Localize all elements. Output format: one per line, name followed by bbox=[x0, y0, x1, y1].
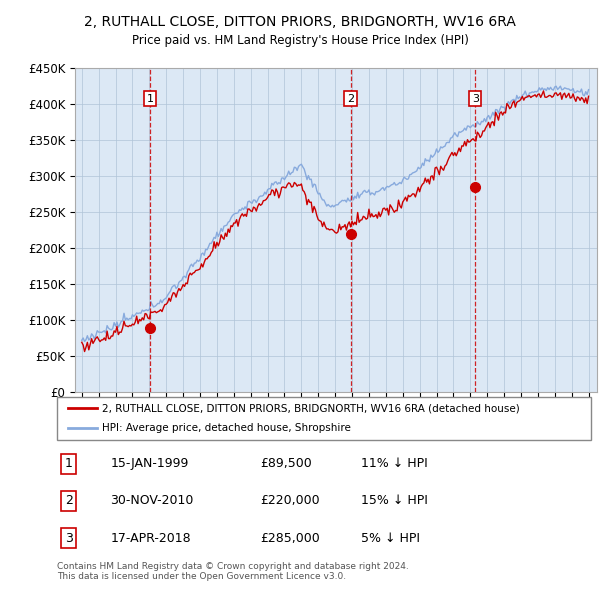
Text: £220,000: £220,000 bbox=[260, 494, 320, 507]
Text: 11% ↓ HPI: 11% ↓ HPI bbox=[361, 457, 428, 470]
Text: 3: 3 bbox=[65, 532, 73, 545]
Text: 15-JAN-1999: 15-JAN-1999 bbox=[110, 457, 189, 470]
Text: 3: 3 bbox=[472, 94, 479, 104]
Text: £285,000: £285,000 bbox=[260, 532, 320, 545]
Text: HPI: Average price, detached house, Shropshire: HPI: Average price, detached house, Shro… bbox=[103, 422, 351, 432]
Text: £89,500: £89,500 bbox=[260, 457, 311, 470]
Text: Contains HM Land Registry data © Crown copyright and database right 2024.
This d: Contains HM Land Registry data © Crown c… bbox=[57, 562, 409, 581]
Text: 30-NOV-2010: 30-NOV-2010 bbox=[110, 494, 194, 507]
Text: Price paid vs. HM Land Registry's House Price Index (HPI): Price paid vs. HM Land Registry's House … bbox=[131, 34, 469, 47]
Text: 1: 1 bbox=[65, 457, 73, 470]
Text: 5% ↓ HPI: 5% ↓ HPI bbox=[361, 532, 421, 545]
FancyBboxPatch shape bbox=[57, 397, 591, 440]
Text: 15% ↓ HPI: 15% ↓ HPI bbox=[361, 494, 428, 507]
Text: 2, RUTHALL CLOSE, DITTON PRIORS, BRIDGNORTH, WV16 6RA: 2, RUTHALL CLOSE, DITTON PRIORS, BRIDGNO… bbox=[84, 15, 516, 29]
Text: 2, RUTHALL CLOSE, DITTON PRIORS, BRIDGNORTH, WV16 6RA (detached house): 2, RUTHALL CLOSE, DITTON PRIORS, BRIDGNO… bbox=[103, 403, 520, 413]
Text: 2: 2 bbox=[65, 494, 73, 507]
Text: 2: 2 bbox=[347, 94, 354, 104]
Text: 17-APR-2018: 17-APR-2018 bbox=[110, 532, 191, 545]
Text: 1: 1 bbox=[146, 94, 154, 104]
